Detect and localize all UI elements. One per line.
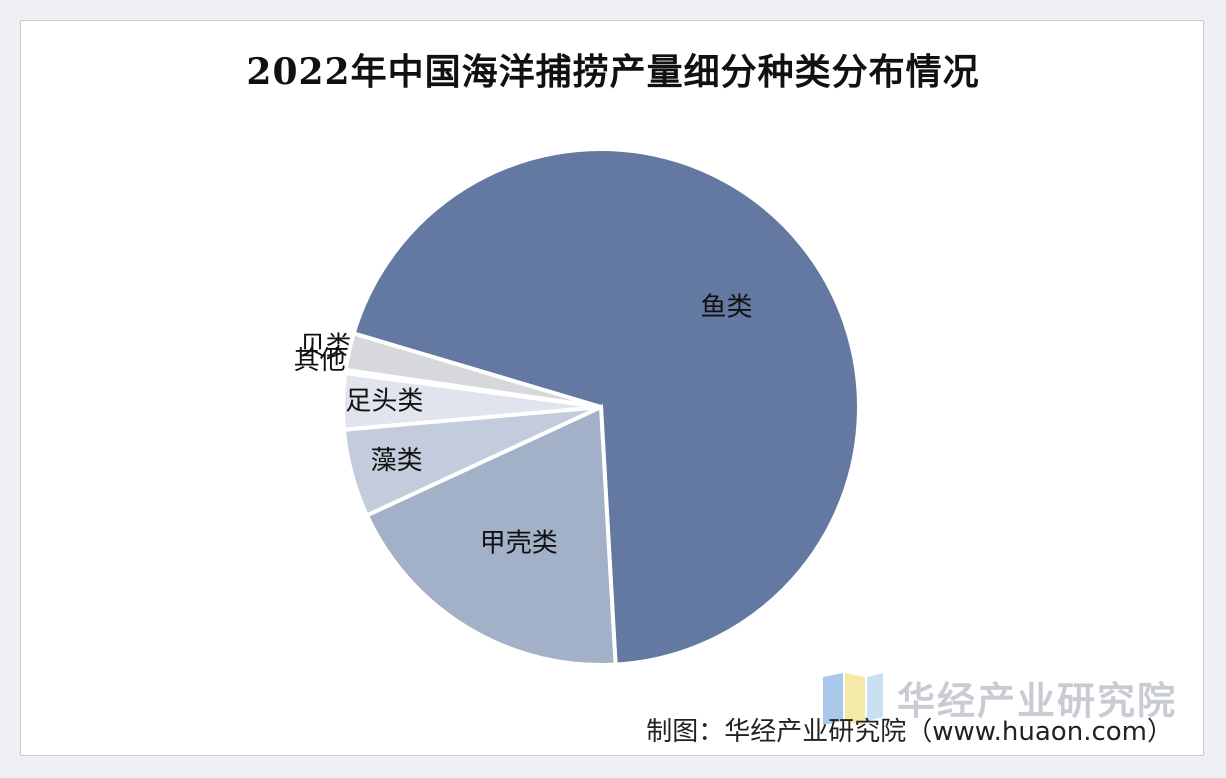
pie-slice-1 (364, 403, 618, 667)
pie-label-1: 甲壳类 (480, 529, 558, 559)
chart-title: 2022年中国海洋捕捞产量细分种类分布情况 (246, 51, 980, 93)
watermark-text: 华经产业研究院 (897, 678, 1178, 723)
watermark-logo-icon (823, 673, 883, 725)
pie-label-5: 其他 (294, 346, 346, 376)
pie-slice-5 (343, 330, 602, 409)
pie-slice-0 (351, 147, 861, 667)
pie-label-3: 足头类 (345, 387, 423, 417)
chart-credit: 制图：华经产业研究院（www.huaon.com） (646, 717, 1173, 747)
pie-label-2: 藻类 (371, 446, 423, 476)
chart-frame: 2022年中国海洋捕捞产量细分种类分布情况 鱼类甲壳类 藻类 足头类 贝类 其他 华经产… (20, 20, 1204, 756)
watermark: 华经产业研究院 (821, 669, 1177, 725)
pie-label-4: 贝类 (299, 332, 351, 362)
pie-label-0: 鱼类 (700, 292, 752, 322)
